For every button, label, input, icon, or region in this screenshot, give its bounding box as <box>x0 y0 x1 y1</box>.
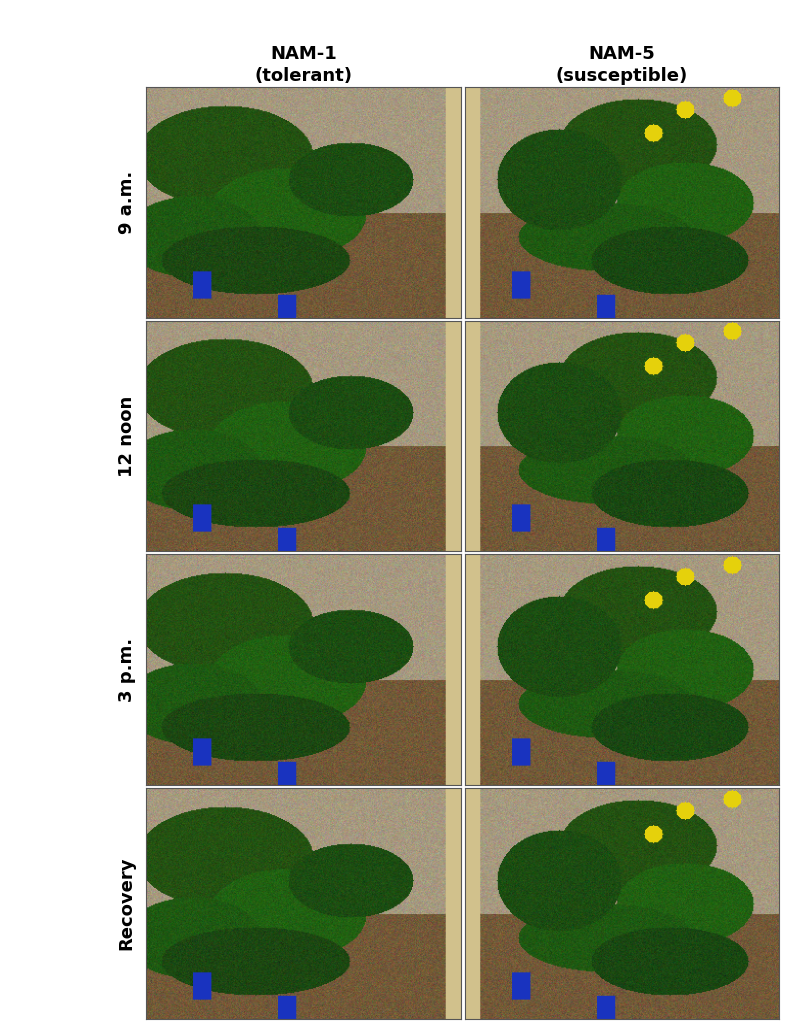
Text: 12 noon: 12 noon <box>118 395 135 477</box>
Text: NAM-5
(susceptible): NAM-5 (susceptible) <box>556 45 688 85</box>
Text: NAM-1
(tolerant): NAM-1 (tolerant) <box>255 45 353 85</box>
Text: 9 a.m.: 9 a.m. <box>118 171 135 234</box>
Text: Recovery: Recovery <box>118 857 135 950</box>
Text: 3 p.m.: 3 p.m. <box>118 638 135 701</box>
